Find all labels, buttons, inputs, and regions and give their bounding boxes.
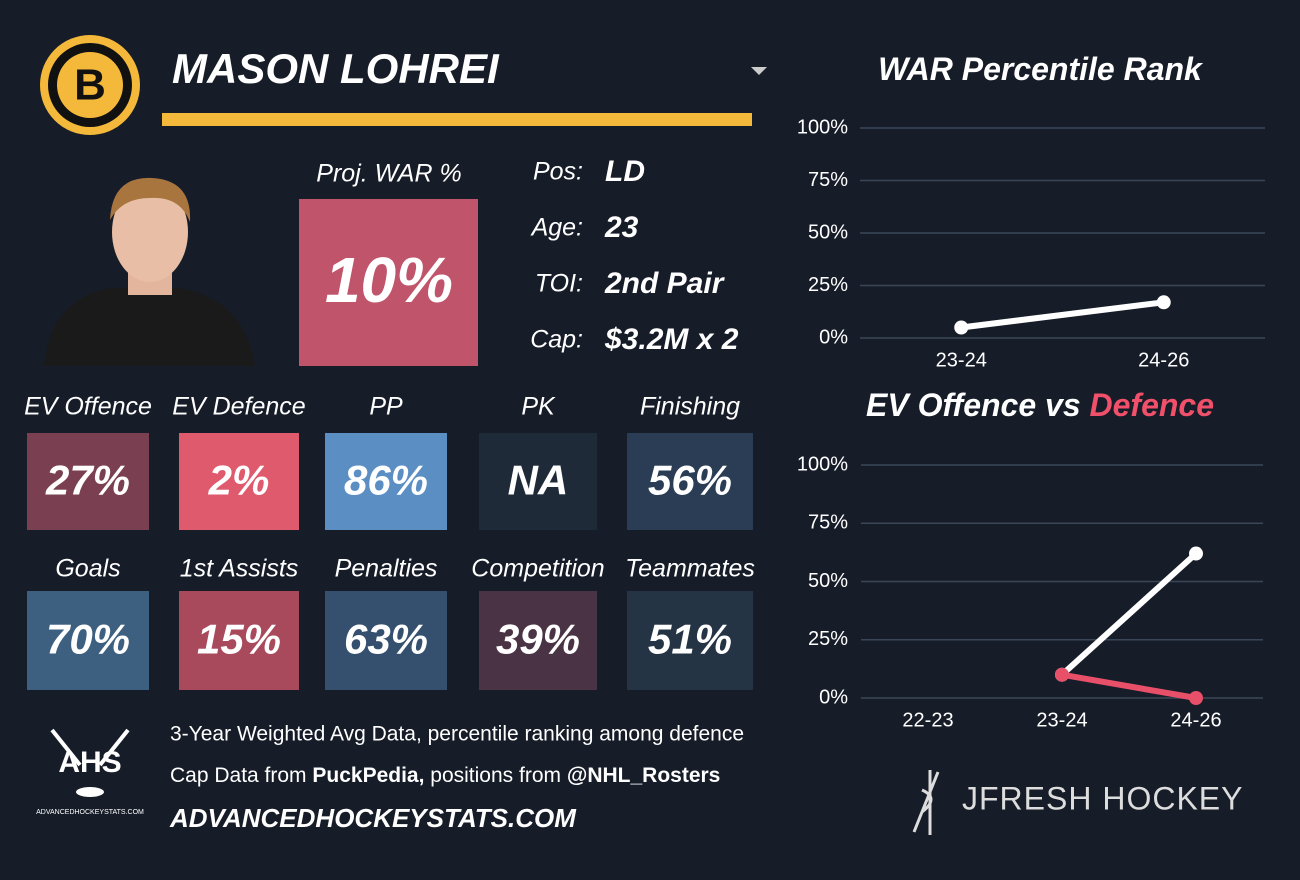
point: [1055, 667, 1069, 682]
point: [1189, 546, 1203, 561]
chart-title-highlight: Defence: [1090, 387, 1215, 423]
x-tick-label: 23-24: [1036, 709, 1087, 731]
team-logo: B: [40, 35, 140, 135]
footer-line2: Cap Data from PuckPedia, positions from …: [170, 764, 720, 787]
footer-url: ADVANCEDHOCKEYSTATS.COM: [169, 803, 577, 833]
player-name: MASON LOHREI: [172, 45, 500, 92]
svg-text:B: B: [74, 61, 106, 110]
footer-source: @NHL_Rosters: [567, 764, 721, 787]
tile-value: 2%: [208, 457, 270, 504]
chart-title: EV Offence vs Defence: [866, 387, 1214, 423]
chart-title-text: EV Offence vs: [866, 387, 1090, 423]
y-tick-label: 0%: [819, 326, 848, 348]
dropdown[interactable]: [751, 67, 767, 75]
y-tick-label: 0%: [819, 686, 848, 708]
tile-label: PK: [521, 393, 556, 421]
y-tick-label: 25%: [808, 274, 848, 296]
series-line: [958, 299, 1167, 331]
info-value: $3.2M x 2: [604, 323, 739, 356]
tile-value: 70%: [46, 616, 130, 663]
tile: [479, 433, 597, 530]
tiles: EV Offence 27% EV Defence 2% PP 86% PK NA Finish…: [24, 393, 755, 690]
x-tick-label: 23-24: [936, 349, 987, 371]
ahs-text: AHS: [58, 746, 121, 779]
tile-value: 27%: [45, 457, 130, 504]
ahs-logo: AHS ADVANCEDHOCKEYSTATS.COM: [36, 728, 144, 816]
y-tick-label: 100%: [797, 116, 848, 138]
tile: [27, 433, 149, 530]
info: Pos: LD Age: 23 TOI: 2nd Pair Cap: $3.2M x 2: [530, 155, 739, 356]
tile: [479, 591, 597, 690]
tile: [27, 591, 149, 690]
tile-value: 51%: [648, 616, 732, 663]
tile-label: 1st Assists: [180, 555, 299, 583]
tile: [179, 591, 299, 690]
tile: [179, 433, 299, 530]
y-tick-label: 25%: [808, 628, 848, 650]
tile: [325, 433, 447, 530]
tile-value: 86%: [344, 457, 428, 504]
tile-value: 63%: [344, 616, 428, 663]
tile-label: EV Defence: [172, 393, 305, 421]
ahs-small: ADVANCEDHOCKEYSTATS.COM: [36, 809, 144, 816]
x-tick-label: 24-26: [1170, 709, 1221, 731]
y-tick-label: 75%: [808, 169, 848, 191]
info-label: Cap:: [530, 326, 583, 354]
y-tick-label: 50%: [808, 221, 848, 243]
info-value: 2nd Pair: [604, 267, 726, 300]
y-tick-label: 50%: [808, 570, 848, 592]
tile-label: Competition: [471, 555, 604, 583]
info-label: TOI:: [535, 270, 583, 298]
info-label: Pos:: [533, 158, 583, 186]
tile-value: 39%: [496, 616, 580, 663]
point: [954, 320, 969, 335]
charts: WAR Percentile Rank 0% 25% 50% 75% 100% 23-24 2…: [797, 51, 1265, 731]
footer-line1: 3-Year Weighted Avg Data, percentile ran…: [170, 723, 744, 746]
tile-label: Teammates: [625, 555, 755, 583]
proj-war-label: Proj. WAR %: [316, 160, 461, 188]
tile-label: PP: [369, 393, 403, 421]
jfresh-logo: JFRESH HOCKEY: [912, 770, 1243, 835]
y-tick-label: 75%: [808, 512, 848, 534]
tile-label: Goals: [55, 555, 120, 583]
y-tick-label: 100%: [797, 453, 848, 475]
tile-value: NA: [508, 457, 569, 504]
info-value: 23: [604, 211, 639, 244]
tile-label: EV Offence: [24, 393, 152, 421]
tile-label: Finishing: [640, 393, 740, 421]
x-tick-label: 22-23: [902, 709, 953, 731]
proj-war-value: 10%: [325, 244, 453, 316]
tile: [325, 591, 447, 690]
tile-value: 15%: [197, 616, 281, 663]
brand: JFRESH HOCKEY: [962, 780, 1243, 816]
tile-value: 56%: [648, 457, 732, 504]
info-value: LD: [605, 155, 645, 188]
player-photo: [44, 177, 255, 366]
point: [1156, 295, 1171, 310]
tile: [627, 433, 753, 530]
info-label: Age:: [530, 214, 583, 242]
footer-source: PuckPedia,: [312, 764, 424, 787]
footer-text: positions from: [424, 764, 566, 787]
footer-text: Cap Data from: [170, 764, 312, 787]
x-tick-label: 24-26: [1138, 349, 1189, 371]
name-underline: [162, 113, 752, 126]
series-line: [1059, 550, 1199, 678]
chart-title-text: WAR Percentile Rank: [878, 51, 1204, 87]
proj-war-box: [299, 199, 478, 366]
point: [1189, 691, 1203, 705]
chart-title: WAR Percentile Rank: [878, 51, 1204, 87]
tile-label: Penalties: [335, 555, 438, 583]
series-line: [1059, 671, 1199, 701]
tile: [627, 591, 753, 690]
